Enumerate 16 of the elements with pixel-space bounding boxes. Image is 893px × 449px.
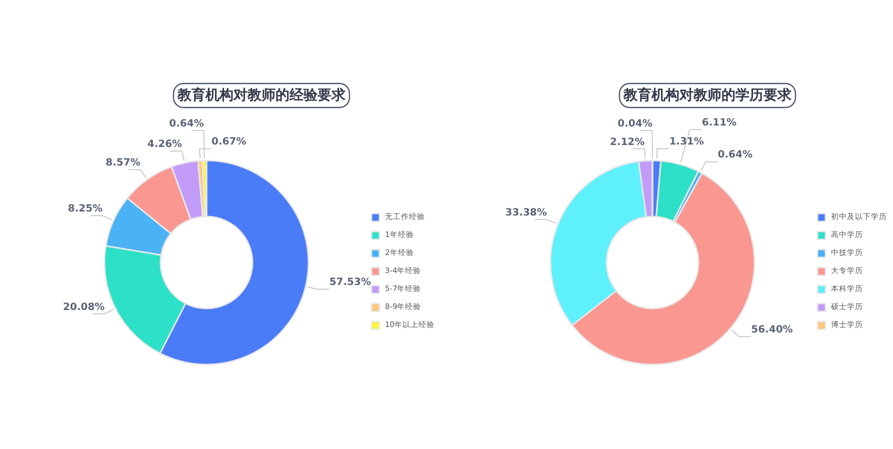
data-label: 0.64% <box>718 150 752 161</box>
data-label: 4.26% <box>147 139 182 150</box>
data-label: 8.57% <box>106 158 140 169</box>
data-label: 1.31% <box>669 136 704 148</box>
data-label: 33.38% <box>505 208 547 219</box>
chart-title: 教育机构对教师的学历要求 <box>622 86 792 104</box>
data-label: 2.12% <box>610 136 645 148</box>
data-label: 57.53% <box>329 277 371 288</box>
data-label: 56.40% <box>751 324 793 336</box>
data-label: 0.67% <box>212 136 246 148</box>
chart-title: 教育机构对教师的经验要求 <box>176 86 346 104</box>
data-label: 0.64% <box>169 118 204 130</box>
data-label: 6.11% <box>702 118 737 129</box>
data-label: 20.08% <box>63 302 105 313</box>
data-label: 8.25% <box>68 204 103 215</box>
data-label: 0.04% <box>618 118 652 130</box>
